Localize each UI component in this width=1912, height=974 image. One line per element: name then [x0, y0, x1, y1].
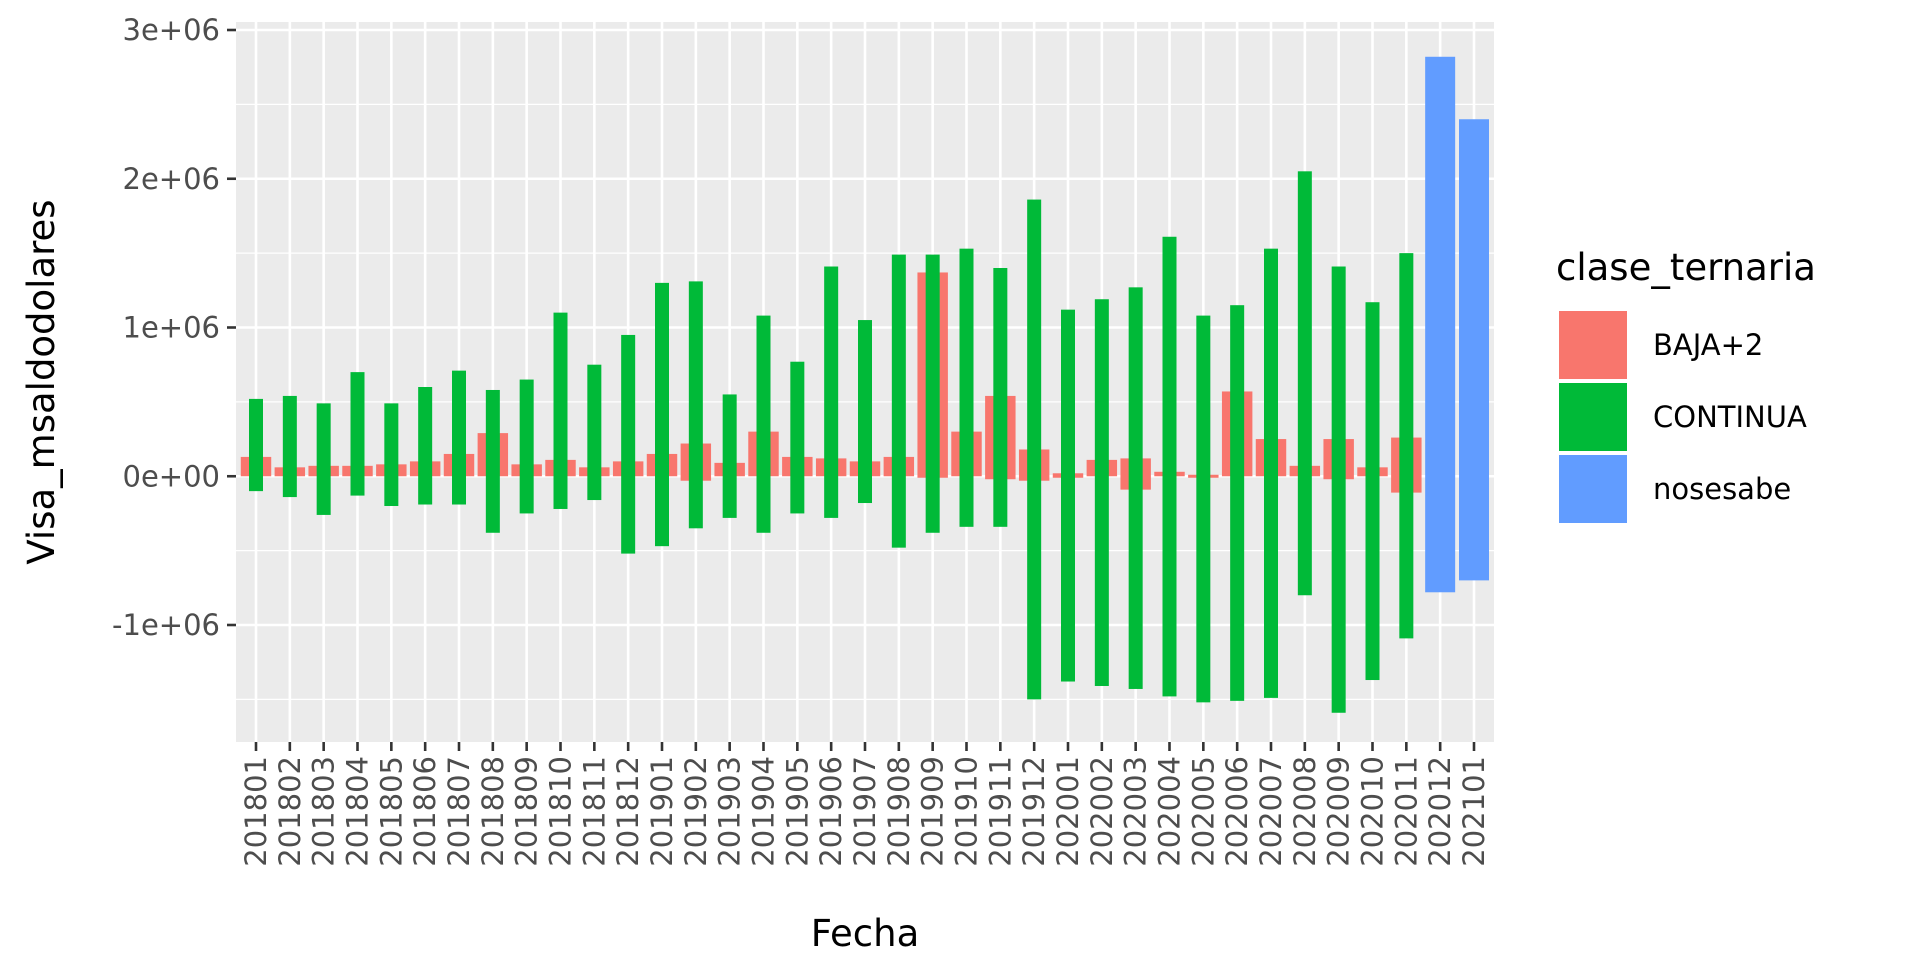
- bar-continua-201909: [925, 254, 940, 533]
- y-tick-label: 0e+00: [123, 459, 221, 493]
- bar-continua-201912: [1027, 199, 1042, 700]
- x-tick-label: 201805: [374, 756, 408, 867]
- bar-continua-202009: [1331, 266, 1346, 713]
- x-tick-label: 202011: [1389, 756, 1423, 867]
- y-axis: -1e+06 0e+00 1e+06 2e+06 3e+06: [112, 13, 236, 642]
- x-axis: 201801 201802 201803 201804 201805 201806 2018…: [239, 742, 1491, 867]
- bar-continua-202004: [1162, 236, 1177, 697]
- x-tick-label: 201801: [239, 756, 273, 867]
- x-tick-label: 201803: [307, 756, 341, 867]
- x-tick-label: 201908: [882, 756, 916, 867]
- bar-continua-202001: [1061, 309, 1075, 682]
- legend-key-baja2: [1557, 309, 1629, 381]
- bar-continua-201908: [891, 254, 906, 548]
- x-tick-label: 201903: [713, 756, 747, 867]
- bar-nosesabe-202012: [1425, 56, 1456, 593]
- legend-label-continua: CONTINUA: [1653, 400, 1807, 434]
- x-tick-label: 201907: [848, 756, 882, 867]
- x-tick-label: 202002: [1085, 756, 1119, 867]
- x-tick-label: 201910: [950, 756, 984, 867]
- bar-continua-201810: [553, 312, 568, 509]
- bar-continua-201905: [790, 361, 805, 514]
- legend: clase_ternaria BAJA+2 CONTINUA nosesabe: [1556, 246, 1816, 525]
- x-axis-title: Fecha: [811, 912, 920, 955]
- bar-continua-201803: [316, 403, 331, 515]
- bar-continua-202010: [1365, 302, 1380, 681]
- bar-continua-201812: [621, 334, 636, 554]
- legend-key-continua: [1557, 381, 1629, 453]
- bar-continua-202003: [1128, 287, 1143, 689]
- y-axis-title: Visa_msaldodolares: [20, 199, 63, 564]
- bar-continua-202008: [1297, 171, 1312, 596]
- x-tick-label: 202101: [1457, 756, 1491, 867]
- bar-continua-201808: [485, 389, 500, 533]
- x-tick-label: 202001: [1051, 756, 1085, 867]
- bar-continua-201806: [418, 387, 433, 505]
- bar-continua-201911: [993, 268, 1008, 527]
- x-tick-label: 201808: [476, 756, 510, 867]
- legend-label-nosesabe: nosesabe: [1653, 472, 1791, 506]
- x-tick-label: 201904: [747, 756, 781, 867]
- bar-continua-201901: [655, 282, 669, 547]
- bar-continua-202005: [1196, 315, 1211, 703]
- bar-continua-202011: [1399, 253, 1414, 639]
- bars: [240, 56, 1489, 713]
- x-tick-label: 202008: [1288, 756, 1322, 867]
- x-tick-label: 202007: [1254, 756, 1288, 867]
- x-tick-label: 202006: [1220, 756, 1254, 867]
- legend-title: clase_ternaria: [1556, 246, 1816, 289]
- y-tick-label: -1e+06: [112, 608, 220, 642]
- bar-continua-201807: [452, 370, 466, 505]
- x-tick-label: 201811: [577, 756, 611, 867]
- x-tick-label: 201810: [544, 756, 578, 867]
- bar-continua-201804: [350, 372, 365, 496]
- x-tick-label: 201901: [645, 756, 679, 867]
- y-tick-label: 2e+06: [123, 162, 221, 196]
- x-tick-label: 201905: [780, 756, 814, 867]
- bar-continua-201811: [587, 364, 602, 501]
- x-tick-label: 201912: [1017, 756, 1051, 867]
- bar-continua-202002: [1094, 299, 1109, 686]
- bar-nosesabe-202101: [1459, 119, 1489, 581]
- x-tick-label: 202009: [1322, 756, 1356, 867]
- bar-continua-201910: [959, 248, 974, 527]
- bar-continua-201907: [858, 320, 872, 504]
- x-tick-label: 202012: [1423, 756, 1457, 867]
- x-tick-label: 201804: [341, 756, 375, 867]
- bar-continua-201904: [756, 315, 771, 533]
- x-tick-label: 202003: [1119, 756, 1153, 867]
- legend-key-nosesabe: [1557, 453, 1629, 525]
- bar-continua-201903: [722, 394, 737, 518]
- x-tick-label: 201812: [611, 756, 645, 867]
- x-tick-label: 201909: [916, 756, 950, 867]
- bar-continua-202006: [1230, 305, 1245, 701]
- x-tick-label: 201807: [442, 756, 476, 867]
- x-tick-label: 202010: [1356, 756, 1390, 867]
- x-tick-label: 201906: [814, 756, 848, 867]
- y-tick-label: 1e+06: [123, 311, 221, 345]
- bar-continua-201805: [384, 403, 399, 506]
- bar-continua-201801: [249, 398, 263, 492]
- x-tick-label: 201911: [983, 756, 1017, 867]
- x-tick-label: 201802: [273, 756, 307, 867]
- x-tick-label: 202004: [1153, 756, 1187, 867]
- bar-continua-201906: [824, 266, 839, 518]
- x-tick-label: 201809: [510, 756, 544, 867]
- bar-continua-201802: [282, 395, 297, 498]
- bar-continua-201902: [688, 281, 703, 529]
- x-tick-label: 201806: [408, 756, 442, 867]
- bar-continua-202007: [1264, 248, 1278, 698]
- bar-continua-201809: [519, 379, 534, 514]
- x-tick-label: 202005: [1186, 756, 1220, 867]
- y-tick-label: 3e+06: [123, 13, 221, 47]
- legend-label-baja2: BAJA+2: [1653, 328, 1763, 362]
- x-tick-label: 201902: [679, 756, 713, 867]
